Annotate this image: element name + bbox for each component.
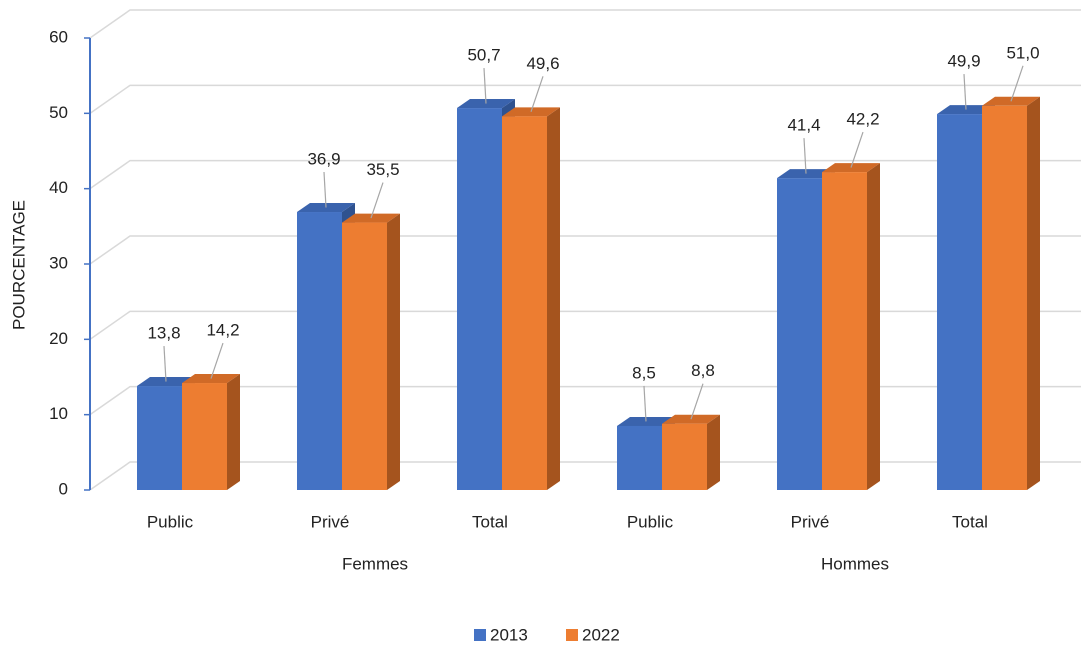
data-label: 8,5 [632, 363, 656, 382]
legend-swatch [566, 629, 578, 641]
bar-side [707, 414, 720, 490]
x-tick-label: Total [472, 512, 508, 531]
grid-line [89, 9, 1081, 39]
x-tick-label: Privé [311, 512, 350, 531]
y-tick-label: 60 [49, 27, 68, 46]
y-tick-label: 20 [49, 329, 68, 348]
bar-front [137, 386, 182, 490]
leader-line [1010, 65, 1024, 102]
leader-line [323, 171, 327, 208]
y-axis-label: POURCENTAGE [9, 200, 28, 330]
bar-side [547, 107, 560, 490]
leader-line [210, 342, 224, 379]
bar-front [617, 425, 662, 490]
y-tick-label: 10 [49, 404, 68, 423]
grid-line [89, 235, 1081, 265]
x-tick-label: Privé [791, 512, 830, 531]
leader-line [483, 68, 487, 104]
data-label: 14,2 [206, 321, 239, 340]
legend-swatch [474, 629, 486, 641]
y-tick-label: 50 [49, 103, 68, 122]
bar [182, 374, 240, 490]
data-label: 36,9 [307, 150, 340, 169]
grid-line [89, 385, 1081, 416]
legend-label: 2022 [582, 625, 620, 644]
bar [982, 96, 1040, 491]
y-tick-label: 0 [59, 479, 68, 498]
bar [662, 414, 720, 490]
bar-front [182, 383, 227, 490]
bar-front [777, 178, 822, 490]
leader-line [163, 346, 167, 382]
data-label: 50,7 [467, 46, 500, 65]
x-tick-label: Public [627, 512, 674, 531]
bar-front [937, 114, 982, 490]
bar-front [982, 105, 1027, 491]
data-label: 8,8 [691, 361, 715, 380]
data-label: 51,0 [1006, 43, 1039, 62]
bar-front [297, 212, 342, 490]
data-label: 49,6 [526, 54, 559, 73]
group-label: Hommes [821, 554, 889, 573]
grid-line [89, 84, 1081, 114]
leader-line [850, 131, 864, 168]
y-tick-label: 30 [49, 253, 68, 272]
leader-line [690, 383, 704, 420]
x-tick-label: Total [952, 512, 988, 531]
bar-front [457, 108, 502, 490]
data-label: 41,4 [787, 116, 820, 135]
bar-front [342, 222, 387, 491]
bar [822, 163, 880, 491]
data-label: 13,8 [147, 324, 180, 343]
grid-line [89, 310, 1081, 340]
legend-label: 2013 [490, 625, 528, 644]
data-label: 35,5 [366, 160, 399, 179]
bar [342, 213, 400, 491]
bar-side [387, 213, 400, 491]
leader-line [530, 76, 544, 113]
bar-front [662, 423, 707, 490]
group-label: Femmes [342, 554, 408, 573]
data-label: 42,2 [846, 110, 879, 129]
leader-line [370, 182, 384, 219]
bar [502, 107, 560, 490]
data-label: 49,9 [947, 52, 980, 71]
bar-front [502, 116, 547, 490]
bar-side [1027, 96, 1040, 491]
leader-line [803, 138, 807, 174]
bar-side [867, 163, 880, 491]
leader-line [643, 385, 647, 422]
grid-line [89, 159, 1081, 190]
bar-front [822, 172, 867, 491]
grid-line [89, 461, 1081, 491]
leader-line [963, 74, 967, 110]
x-tick-label: Public [147, 512, 194, 531]
y-tick-label: 40 [49, 178, 68, 197]
bar-side [227, 374, 240, 490]
